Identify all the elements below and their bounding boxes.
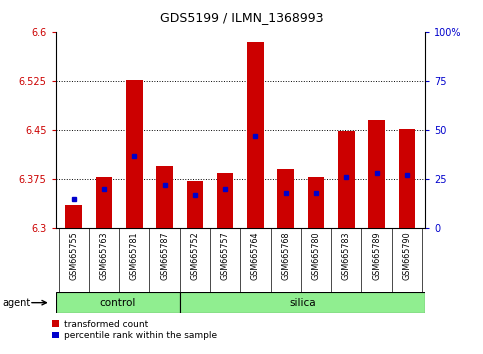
Bar <box>180 292 425 313</box>
Text: GSM665783: GSM665783 <box>342 232 351 280</box>
Legend: transformed count, percentile rank within the sample: transformed count, percentile rank withi… <box>50 318 219 342</box>
Bar <box>338 131 355 228</box>
Bar <box>217 173 233 228</box>
Text: GSM665768: GSM665768 <box>281 232 290 280</box>
Text: GDS5199 / ILMN_1368993: GDS5199 / ILMN_1368993 <box>160 11 323 24</box>
Text: GSM665764: GSM665764 <box>251 232 260 280</box>
Text: GSM665780: GSM665780 <box>312 232 321 280</box>
Text: GSM665781: GSM665781 <box>130 232 139 280</box>
Bar <box>96 177 113 228</box>
Text: GSM665787: GSM665787 <box>160 232 169 280</box>
Text: GSM665755: GSM665755 <box>69 232 78 280</box>
Bar <box>156 166 173 228</box>
Text: control: control <box>99 298 136 308</box>
Text: GSM665763: GSM665763 <box>99 232 109 280</box>
Bar <box>56 292 180 313</box>
Bar <box>308 177 325 228</box>
Bar <box>368 120 385 228</box>
Text: agent: agent <box>2 298 30 308</box>
Text: GSM665789: GSM665789 <box>372 232 381 280</box>
Bar <box>277 169 294 228</box>
Bar <box>247 42 264 228</box>
Text: silica: silica <box>289 298 316 308</box>
Bar <box>398 129 415 228</box>
Text: GSM665790: GSM665790 <box>402 232 412 280</box>
Bar <box>126 80 142 228</box>
Bar <box>186 181 203 228</box>
Bar <box>65 205 82 228</box>
Text: GSM665752: GSM665752 <box>190 232 199 280</box>
Text: GSM665757: GSM665757 <box>221 232 229 280</box>
